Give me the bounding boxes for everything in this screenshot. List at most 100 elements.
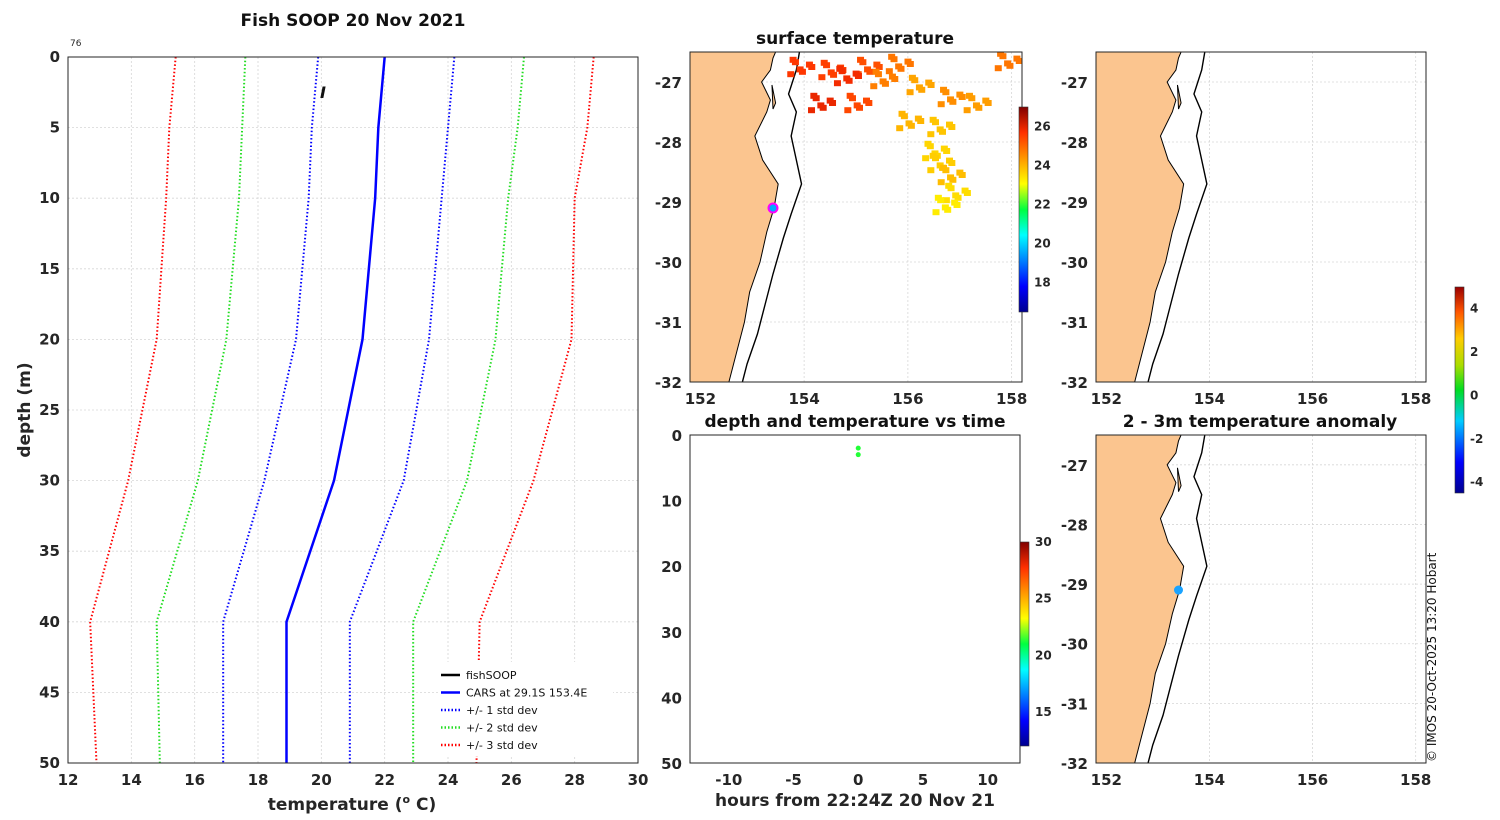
sst-pixel (927, 131, 935, 138)
ts-x-tick-label: -5 (785, 771, 802, 789)
credit-text: © IMOS 20-Oct-2025 13:20 Hobart (1425, 552, 1439, 762)
ts-title: depth and temperature vs time (705, 412, 1006, 432)
tr-y-tick-label: -30 (1061, 254, 1088, 272)
profile-series-std-dev-5 (475, 56, 595, 764)
sst-pixel (948, 160, 956, 166)
an-shelf-contour (1147, 435, 1208, 763)
sst-pixel (927, 167, 935, 174)
tr-y-tick-label: -32 (1061, 374, 1088, 392)
sst-land (690, 52, 779, 382)
ts-point (855, 445, 861, 451)
profile-y-tick-label: 45 (39, 683, 60, 701)
profile-x-tick-label: 28 (564, 771, 585, 789)
profile-y-tick-label: 10 (39, 189, 60, 207)
sst-pixel (881, 80, 889, 87)
profile-axes-frame (67, 56, 639, 764)
sst-pixel (944, 206, 952, 213)
sst-x-tick-label: 152 (685, 390, 716, 408)
sst-pixel (1006, 62, 1014, 69)
sst-pixel (891, 76, 899, 82)
ts-colorbar-tick: 30 (1035, 535, 1052, 549)
sst-pixel (907, 122, 915, 129)
ts-point (855, 452, 861, 458)
sst-colorbar-tick: 24 (1034, 159, 1051, 173)
tr-y-tick-label: -31 (1061, 314, 1088, 332)
sst-pixel (890, 56, 898, 63)
sst-title: surface temperature (756, 29, 954, 49)
sst-pixel (926, 143, 934, 150)
sst-pixel (844, 107, 852, 114)
sst-pixel (958, 94, 966, 100)
tr-shelf-contour (1147, 52, 1208, 382)
ts-colorbar-tick: 15 (1035, 705, 1052, 719)
sst-pixel (848, 95, 856, 102)
sst-pixel (845, 77, 853, 84)
legend-label: +/- 1 std dev (466, 704, 538, 717)
profile-series-cars-mean (285, 56, 386, 763)
sst-pixel (939, 128, 946, 135)
sst-pixel (819, 104, 827, 111)
profile-xlabel: temperature (o C) (268, 793, 437, 815)
sst-pixel (949, 176, 957, 183)
sst-pixel (953, 202, 961, 208)
anomaly-colorbar-tick: 4 (1470, 302, 1478, 316)
anomaly-title: 2 - 3m temperature anomaly (1123, 412, 1398, 432)
tr-y-tick-label: -27 (1061, 74, 1088, 92)
profile-series-std-dev-2 (222, 56, 320, 763)
an-y-tick-label: -30 (1061, 636, 1088, 654)
sst-pixel (994, 65, 1002, 72)
profile-legend: fishSOOP CARS at 29.1S 153.4E +/- 1 std de… (438, 662, 613, 756)
sst-pixel (937, 197, 945, 204)
tr-x-tick-label: 152 (1091, 390, 1122, 408)
anomaly-colorbar-tick: 2 (1470, 345, 1478, 359)
sst-pixel (947, 185, 955, 192)
sst-y-tick-label: -29 (655, 194, 682, 212)
sst-pixel (865, 100, 873, 106)
sst-x-tick-label: 158 (996, 390, 1027, 408)
sst-pixel (1015, 58, 1022, 64)
sst-pixel (963, 107, 971, 114)
an-x-tick-label: 152 (1091, 771, 1122, 789)
legend-label: fishSOOP (466, 669, 517, 682)
profile-y-tick-label: 20 (39, 330, 60, 348)
sst-pixel (999, 53, 1007, 60)
an-x-tick-label: 158 (1400, 771, 1431, 789)
sst-pixel (808, 64, 816, 70)
sst-pixel (859, 59, 867, 66)
ts-y-tick-label: 10 (661, 493, 682, 511)
profile-series-std-dev-4 (155, 56, 247, 764)
sst-pixel (984, 100, 992, 106)
tr-island (1176, 84, 1182, 110)
ts-colorbar-tick: 20 (1035, 648, 1052, 662)
profile-x-tick-label: 22 (374, 771, 395, 789)
sst-pixel (948, 124, 956, 130)
ts-x-tick-label: -10 (715, 771, 742, 789)
sst-y-tick-label: -28 (655, 134, 682, 152)
sst-pixel (917, 118, 925, 124)
sst-y-tick-label: -27 (655, 74, 682, 92)
legend-label: +/- 2 std dev (466, 722, 538, 735)
sst-pixel (931, 155, 939, 162)
profile-series-std-dev-3 (412, 56, 525, 763)
profile-y-tick-label: 0 (50, 48, 60, 66)
sst-colorbar-tick: 20 (1034, 237, 1051, 251)
sst-pixel (918, 86, 926, 93)
ts-xlabel: hours from 22:24Z 20 Nov 21 (715, 791, 995, 811)
ts-colorbar-tick: 25 (1035, 592, 1052, 606)
profile-x-tick-label: 20 (311, 771, 332, 789)
sst-pixel (812, 95, 820, 102)
sst-pixel (897, 65, 905, 72)
sst-colorbar-tick: 18 (1034, 276, 1051, 290)
ts-y-tick-label: 20 (661, 558, 682, 576)
sst-colorbar-tick: 26 (1034, 120, 1051, 134)
depth-temperature-time-plot: depth and temperature vs time -10 -5 0 5 10 0… (661, 412, 1052, 811)
ts-y-tick-label: 40 (661, 689, 682, 707)
profile-x-tick-label: 14 (121, 771, 142, 789)
an-island (1176, 467, 1182, 492)
profile-x-tick-label: 16 (184, 771, 205, 789)
profile-series-std-dev-6 (89, 56, 177, 764)
top-right-axes-frame (1095, 51, 1427, 383)
sst-pixel (823, 62, 831, 69)
top-right-map: 152 154 156 158 -27 -28 -29 -30 -31 -32 (1061, 51, 1431, 408)
